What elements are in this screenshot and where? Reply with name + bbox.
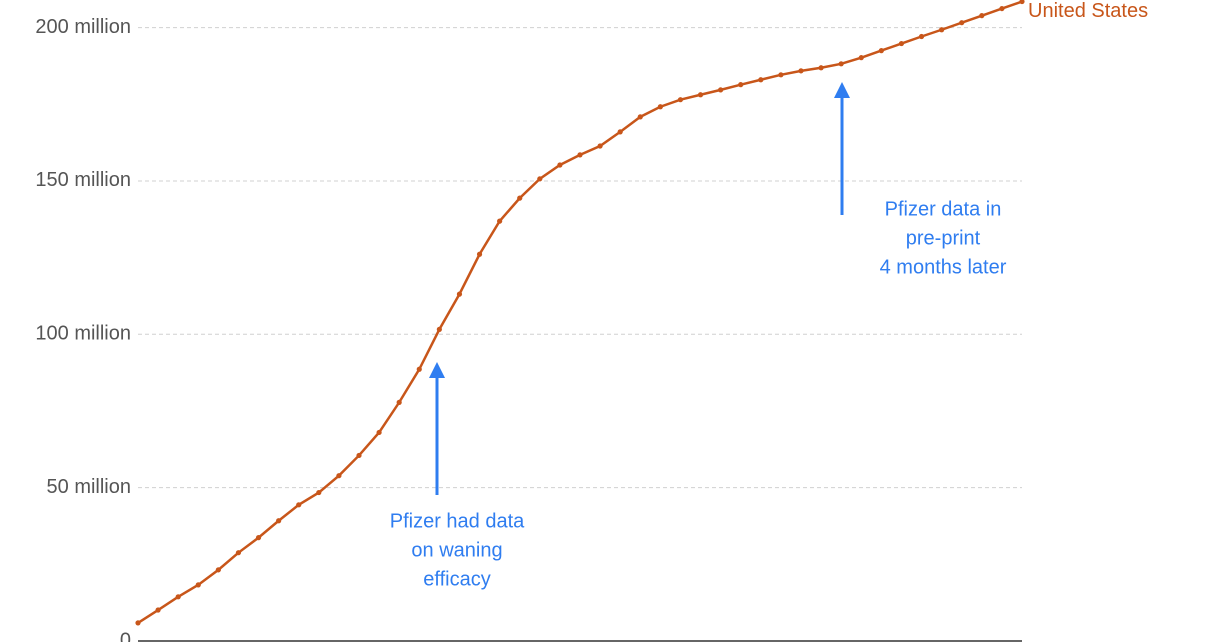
data-point — [898, 40, 905, 47]
data-point — [999, 5, 1005, 12]
data-point — [497, 218, 503, 224]
data-point — [276, 518, 282, 524]
data-point — [456, 291, 463, 297]
annotation-arrowhead — [834, 82, 850, 98]
data-point — [396, 399, 402, 405]
y-tick-label: 50 million — [47, 476, 131, 498]
annotation-text: pre-print — [906, 227, 981, 249]
data-point — [336, 473, 342, 479]
data-point — [637, 114, 643, 120]
data-point — [376, 429, 382, 436]
y-tick-label: 100 million — [35, 323, 131, 345]
y-tick-label: 0 — [120, 629, 131, 642]
series-label: United States — [1028, 0, 1148, 22]
annotation-text: Pfizer data in — [885, 198, 1002, 220]
data-point — [939, 27, 945, 33]
data-point — [858, 55, 864, 61]
data-point — [215, 567, 221, 573]
data-point — [818, 65, 824, 71]
series-line — [137, 0, 1023, 624]
data-point — [617, 129, 623, 135]
data-point — [778, 72, 784, 78]
data-point — [758, 77, 764, 83]
data-point — [657, 104, 663, 110]
data-point — [436, 326, 442, 332]
data-point — [677, 97, 684, 103]
data-point — [356, 452, 362, 459]
annotation-text: efficacy — [423, 568, 490, 590]
data-point — [597, 143, 603, 149]
data-point — [878, 48, 884, 54]
annotation-text: on waning — [411, 539, 502, 561]
annotation-text: Pfizer had data — [390, 510, 525, 532]
data-point — [959, 20, 965, 26]
data-point — [195, 582, 201, 588]
data-point — [838, 61, 844, 67]
data-point — [697, 92, 704, 98]
annotation-arrowhead — [429, 362, 445, 378]
data-point — [155, 607, 161, 613]
data-point — [979, 13, 985, 19]
data-point — [235, 550, 242, 556]
data-point — [577, 152, 583, 158]
data-point — [798, 68, 804, 74]
data-point — [476, 251, 483, 257]
data-point — [255, 535, 262, 541]
y-tick-label: 150 million — [35, 169, 131, 191]
data-point — [557, 162, 563, 168]
data-point — [316, 489, 322, 496]
data-point — [718, 87, 724, 93]
data-point — [1019, 0, 1025, 5]
data-point — [537, 176, 543, 182]
data-point — [175, 594, 181, 600]
data-point — [296, 502, 302, 508]
data-point — [918, 33, 925, 40]
data-point — [517, 195, 523, 201]
y-tick-label: 200 million — [35, 16, 131, 38]
data-point — [135, 620, 141, 626]
data-point — [416, 366, 422, 372]
annotation-text: 4 months later — [880, 256, 1007, 278]
data-point — [738, 82, 744, 88]
